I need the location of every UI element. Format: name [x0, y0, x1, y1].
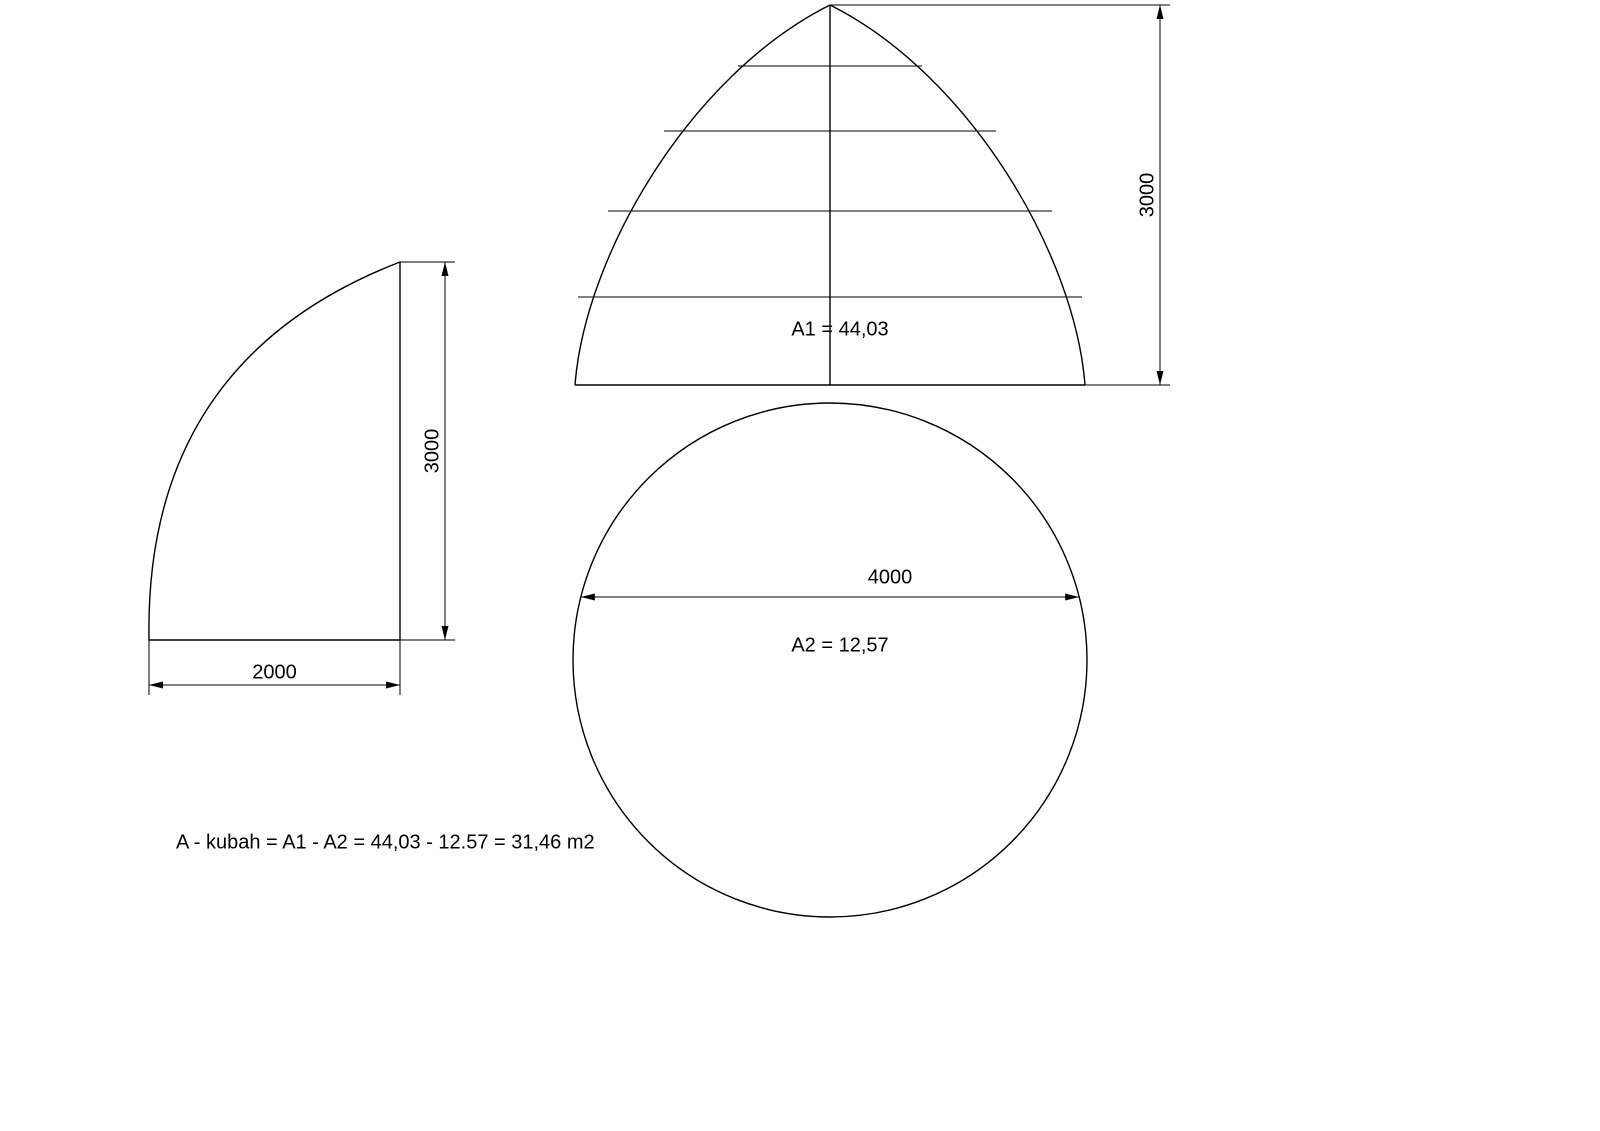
dim-left-height: 3000 [421, 262, 448, 640]
dim-circle-diameter-label: 4000 [868, 566, 913, 588]
dim-left-height-label: 3000 [421, 429, 443, 474]
plan-circle [573, 403, 1087, 917]
half-ogive-shape [149, 262, 400, 640]
dim-dome-height-label: 3000 [1136, 173, 1158, 218]
area-formula: A - kubah = A1 - A2 = 44,03 - 12.57 = 31… [176, 831, 595, 853]
circle-area-label: A2 = 12,57 [791, 634, 888, 656]
dim-circle-diameter: 4000 [581, 566, 1079, 600]
dome-area-label: A1 = 44,03 [791, 318, 888, 340]
dim-left-width: 2000 [149, 661, 400, 688]
technical-drawing: 2000 3000 A1 = 44,03 3000 4000 A2 = 12,57 A - … [0, 0, 1600, 1131]
dim-dome-height: 3000 [1136, 5, 1163, 385]
dim-left-width-label: 2000 [252, 661, 297, 683]
